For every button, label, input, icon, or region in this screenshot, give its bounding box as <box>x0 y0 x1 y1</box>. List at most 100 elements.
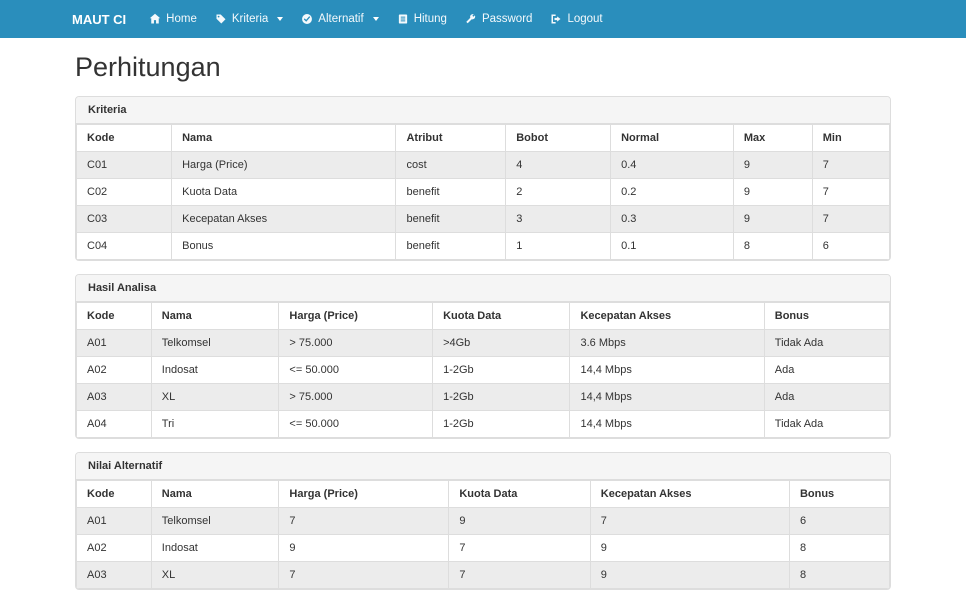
cell: 6 <box>812 233 889 260</box>
cell: 7 <box>279 508 449 535</box>
header-row: KodeNamaAtributBobotNormalMaxMin <box>77 125 890 152</box>
cell: <= 50.000 <box>279 357 433 384</box>
page-title: Perhitungan <box>75 52 891 83</box>
panel-kriteria: KriteriaKodeNamaAtributBobotNormalMaxMin… <box>75 96 891 261</box>
nav-item-hitung[interactable]: Hitung <box>388 0 456 38</box>
cell: 9 <box>590 562 789 589</box>
data-table: KodeNamaHarga (Price)Kuota DataKecepatan… <box>76 480 890 589</box>
cell: A02 <box>77 535 152 562</box>
cell: 9 <box>449 508 590 535</box>
cell: A03 <box>77 562 152 589</box>
cell: > 75.000 <box>279 330 433 357</box>
column-header: Harga (Price) <box>279 481 449 508</box>
cell: >4Gb <box>433 330 570 357</box>
cell: 3.6 Mbps <box>570 330 764 357</box>
cell: cost <box>396 152 506 179</box>
column-header: Harga (Price) <box>279 303 433 330</box>
nav-item-home[interactable]: Home <box>140 0 206 38</box>
panel-nilai-alternatif: Nilai AlternatifKodeNamaHarga (Price)Kuo… <box>75 452 891 590</box>
cell: 8 <box>789 562 889 589</box>
column-header: Bonus <box>789 481 889 508</box>
cell: 9 <box>733 152 812 179</box>
column-header: Kode <box>77 481 152 508</box>
cell: Indosat <box>151 535 279 562</box>
column-header: Max <box>733 125 812 152</box>
cell: 9 <box>279 535 449 562</box>
nav-item-password[interactable]: Password <box>456 0 542 38</box>
cell: XL <box>151 384 279 411</box>
column-header: Kuota Data <box>449 481 590 508</box>
cell: Kuota Data <box>172 179 396 206</box>
cell: 14,4 Mbps <box>570 411 764 438</box>
table-row: A04Tri<= 50.0001-2Gb14,4 MbpsTidak Ada <box>77 411 890 438</box>
column-header: Nama <box>172 125 396 152</box>
column-header: Nama <box>151 303 279 330</box>
nav-items: Home Kriteria Alternatif Hitung PasswordLogo… <box>140 0 611 38</box>
cell: 7 <box>812 179 889 206</box>
nav-item-label: Hitung <box>414 13 447 25</box>
data-table: KodeNamaAtributBobotNormalMaxMinC01Harga… <box>76 124 890 260</box>
home-icon <box>149 13 161 25</box>
panel-title: Hasil Analisa <box>76 275 890 302</box>
cell: 7 <box>590 508 789 535</box>
cell: A01 <box>77 330 152 357</box>
cell: benefit <box>396 206 506 233</box>
chevron-down-icon <box>373 17 379 21</box>
table-row: A01Telkomsel7976 <box>77 508 890 535</box>
cell: 0.3 <box>611 206 734 233</box>
cell: Telkomsel <box>151 330 279 357</box>
cell: 7 <box>449 562 590 589</box>
wrench-icon <box>465 13 477 25</box>
main-content: Perhitungan KriteriaKodeNamaAtributBobot… <box>75 52 891 590</box>
list-icon <box>397 13 409 25</box>
column-header: Kuota Data <box>433 303 570 330</box>
brand-link[interactable]: MAUT CI <box>72 12 126 27</box>
nav-item-alternatif[interactable]: Alternatif <box>292 0 387 38</box>
nav-item-label: Home <box>166 13 197 25</box>
cell: 14,4 Mbps <box>570 384 764 411</box>
table-row: C01Harga (Price)cost40.497 <box>77 152 890 179</box>
cell: > 75.000 <box>279 384 433 411</box>
header-row: KodeNamaHarga (Price)Kuota DataKecepatan… <box>77 303 890 330</box>
cell: C01 <box>77 152 172 179</box>
cell: 14,4 Mbps <box>570 357 764 384</box>
nav-item-logout[interactable]: Logout <box>541 0 611 38</box>
cell: Ada <box>764 357 889 384</box>
panel-title: Kriteria <box>76 97 890 124</box>
table-row: C03Kecepatan Aksesbenefit30.397 <box>77 206 890 233</box>
column-header: Min <box>812 125 889 152</box>
cell: 8 <box>789 535 889 562</box>
check-circle-icon <box>301 13 313 25</box>
cell: 0.4 <box>611 152 734 179</box>
cell: A03 <box>77 384 152 411</box>
nav-item-label: Alternatif <box>318 13 363 25</box>
column-header: Bobot <box>506 125 611 152</box>
cell: 7 <box>812 152 889 179</box>
cell: Tri <box>151 411 279 438</box>
table-row: A03XL7798 <box>77 562 890 589</box>
table-row: C02Kuota Databenefit20.297 <box>77 179 890 206</box>
cell: 4 <box>506 152 611 179</box>
column-header: Normal <box>611 125 734 152</box>
cell: 1 <box>506 233 611 260</box>
cell: Telkomsel <box>151 508 279 535</box>
chevron-down-icon <box>277 17 283 21</box>
cell: 2 <box>506 179 611 206</box>
cell: 7 <box>812 206 889 233</box>
column-header: Bonus <box>764 303 889 330</box>
table-row: A02Indosat<= 50.0001-2Gb14,4 MbpsAda <box>77 357 890 384</box>
cell: benefit <box>396 233 506 260</box>
cell: 8 <box>733 233 812 260</box>
cell: 7 <box>279 562 449 589</box>
cell: 0.2 <box>611 179 734 206</box>
column-header: Kode <box>77 125 172 152</box>
column-header: Kode <box>77 303 152 330</box>
table-row: A02Indosat9798 <box>77 535 890 562</box>
cell: 3 <box>506 206 611 233</box>
cell: A04 <box>77 411 152 438</box>
cell: A02 <box>77 357 152 384</box>
nav-item-kriteria[interactable]: Kriteria <box>206 0 292 38</box>
cell: 1-2Gb <box>433 411 570 438</box>
cell: Tidak Ada <box>764 330 889 357</box>
table-row: C04Bonusbenefit10.186 <box>77 233 890 260</box>
